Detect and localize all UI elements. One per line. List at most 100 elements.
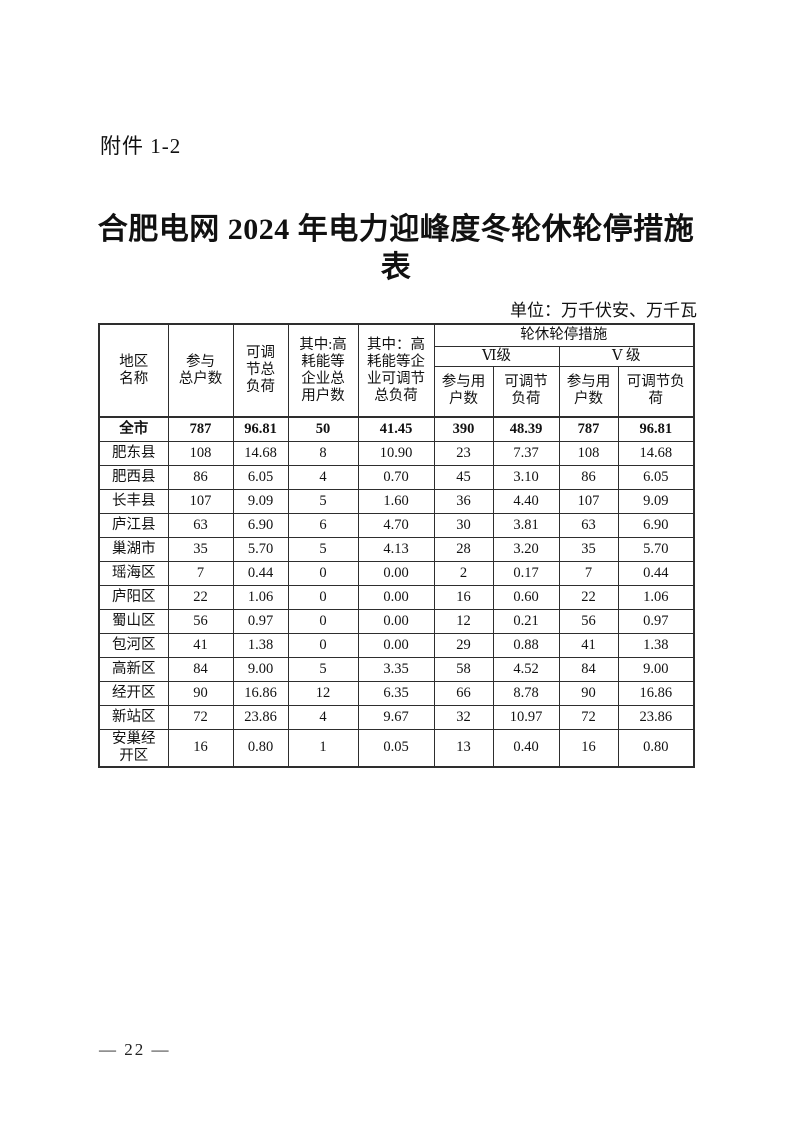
value-cell: 16 — [167, 728, 234, 767]
value-cell: 56 — [558, 608, 619, 634]
value-cell: 90 — [167, 680, 234, 706]
region-cell: 蜀山区 — [98, 608, 169, 634]
region-cell: 包河区 — [98, 632, 169, 658]
value-cell: 6 — [287, 512, 359, 538]
value-cell: 4.70 — [357, 512, 435, 538]
value-cell: 4 — [287, 704, 359, 730]
table-row: 肥东县 108 14.68 8 10.90 23 7.37 108 14.68 — [98, 440, 695, 466]
value-cell: 2 — [433, 560, 494, 586]
value-cell: 1.06 — [617, 584, 695, 610]
header-high-energy-adjustable-load: 其中：高 耗能等企 业可调节 总负荷 — [357, 323, 435, 418]
value-cell: 0.60 — [492, 584, 560, 610]
header-v-households: 参与用 户数 — [558, 365, 619, 418]
value-cell: 108 — [558, 440, 619, 466]
measures-table: 地区 名称 参与 总户数 可调 节总 负荷 其中:高 耗能等 企业总 用户数 其… — [98, 323, 695, 768]
region-cell: 全市 — [98, 416, 169, 442]
header-v-load: 可调节负 荷 — [617, 365, 695, 418]
header-vi-households: 参与用 户数 — [433, 365, 494, 418]
value-cell: 3.81 — [492, 512, 560, 538]
value-cell: 7.37 — [492, 440, 560, 466]
value-cell: 107 — [558, 488, 619, 514]
value-cell: 1.60 — [357, 488, 435, 514]
table-row: 全市 787 96.81 50 41.45 390 48.39 787 96.81 — [98, 416, 695, 442]
value-cell: 96.81 — [232, 416, 289, 442]
value-cell: 4.52 — [492, 656, 560, 682]
value-cell: 8 — [287, 440, 359, 466]
value-cell: 96.81 — [617, 416, 695, 442]
value-cell: 787 — [167, 416, 234, 442]
value-cell: 4.13 — [357, 536, 435, 562]
value-cell: 6.90 — [617, 512, 695, 538]
region-cell: 高新区 — [98, 656, 169, 682]
value-cell: 0.17 — [492, 560, 560, 586]
value-cell: 10.90 — [357, 440, 435, 466]
value-cell: 50 — [287, 416, 359, 442]
value-cell: 12 — [433, 608, 494, 634]
value-cell: 16 — [558, 728, 619, 767]
value-cell: 12 — [287, 680, 359, 706]
value-cell: 0.80 — [232, 728, 289, 767]
value-cell: 14.68 — [617, 440, 695, 466]
header-level-vi: Ⅵ级 — [433, 345, 560, 367]
region-cell: 安巢经 开区 — [98, 728, 169, 767]
table-row: 蜀山区 56 0.97 0 0.00 12 0.21 56 0.97 — [98, 608, 695, 634]
value-cell: 28 — [433, 536, 494, 562]
value-cell: 9.00 — [232, 656, 289, 682]
region-cell: 瑶海区 — [98, 560, 169, 586]
value-cell: 23.86 — [617, 704, 695, 730]
value-cell: 5 — [287, 656, 359, 682]
value-cell: 9.09 — [232, 488, 289, 514]
value-cell: 6.05 — [617, 464, 695, 490]
value-cell: 36 — [433, 488, 494, 514]
table-row: 肥西县 86 6.05 4 0.70 45 3.10 86 6.05 — [98, 464, 695, 490]
value-cell: 7 — [167, 560, 234, 586]
header-level-v: Ⅴ 级 — [558, 345, 695, 367]
value-cell: 29 — [433, 632, 494, 658]
value-cell: 16.86 — [232, 680, 289, 706]
value-cell: 6.35 — [357, 680, 435, 706]
value-cell: 0 — [287, 560, 359, 586]
value-cell: 84 — [558, 656, 619, 682]
region-cell: 肥西县 — [98, 464, 169, 490]
value-cell: 0.40 — [492, 728, 560, 767]
value-cell: 6.05 — [232, 464, 289, 490]
value-cell: 0.00 — [357, 608, 435, 634]
value-cell: 35 — [167, 536, 234, 562]
value-cell: 41 — [558, 632, 619, 658]
value-cell: 5 — [287, 488, 359, 514]
unit-note: 单位：万千伏安、万千瓦 — [510, 301, 697, 320]
value-cell: 0.70 — [357, 464, 435, 490]
value-cell: 22 — [558, 584, 619, 610]
value-cell: 14.68 — [232, 440, 289, 466]
page-title: 合肥电网 2024 年电力迎峰度冬轮休轮停措施 表 — [97, 213, 695, 284]
value-cell: 0 — [287, 584, 359, 610]
table-row: 瑶海区 7 0.44 0 0.00 2 0.17 7 0.44 — [98, 560, 695, 586]
value-cell: 0.05 — [357, 728, 435, 767]
value-cell: 0.97 — [232, 608, 289, 634]
value-cell: 86 — [167, 464, 234, 490]
value-cell: 108 — [167, 440, 234, 466]
value-cell: 5.70 — [232, 536, 289, 562]
header-high-energy-households: 其中:高 耗能等 企业总 用户数 — [287, 323, 359, 418]
value-cell: 63 — [167, 512, 234, 538]
region-cell: 长丰县 — [98, 488, 169, 514]
region-cell: 庐江县 — [98, 512, 169, 538]
header-vi-load: 可调节 负荷 — [492, 365, 560, 418]
region-cell: 经开区 — [98, 680, 169, 706]
value-cell: 86 — [558, 464, 619, 490]
table-row: 高新区 84 9.00 5 3.35 58 4.52 84 9.00 — [98, 656, 695, 682]
value-cell: 5.70 — [617, 536, 695, 562]
region-cell: 肥东县 — [98, 440, 169, 466]
table-body: 全市 787 96.81 50 41.45 390 48.39 787 96.81 肥东县 108 1… — [98, 416, 695, 767]
value-cell: 6.90 — [232, 512, 289, 538]
table-header: 地区 名称 参与 总户数 可调 节总 负荷 其中:高 耗能等 企业总 用户数 其… — [98, 323, 695, 418]
value-cell: 58 — [433, 656, 494, 682]
value-cell: 0.00 — [357, 632, 435, 658]
page-number: — 22 — — [99, 1040, 171, 1059]
value-cell: 0.97 — [617, 608, 695, 634]
table-row: 巢湖市 35 5.70 5 4.13 28 3.20 35 5.70 — [98, 536, 695, 562]
table-row: 包河区 41 1.38 0 0.00 29 0.88 41 1.38 — [98, 632, 695, 658]
value-cell: 1 — [287, 728, 359, 767]
value-cell: 107 — [167, 488, 234, 514]
header-adjustable-load: 可调 节总 负荷 — [232, 323, 289, 418]
